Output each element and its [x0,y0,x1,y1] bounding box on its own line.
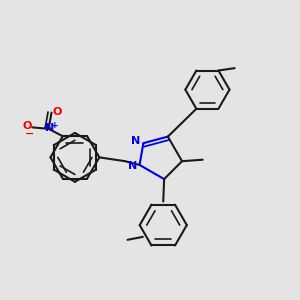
Text: −: − [25,129,34,139]
Text: N: N [128,161,137,171]
Text: +: + [51,121,58,130]
Text: N: N [45,123,55,133]
Text: N: N [131,136,141,146]
Text: O: O [22,122,32,131]
Text: O: O [52,107,62,117]
